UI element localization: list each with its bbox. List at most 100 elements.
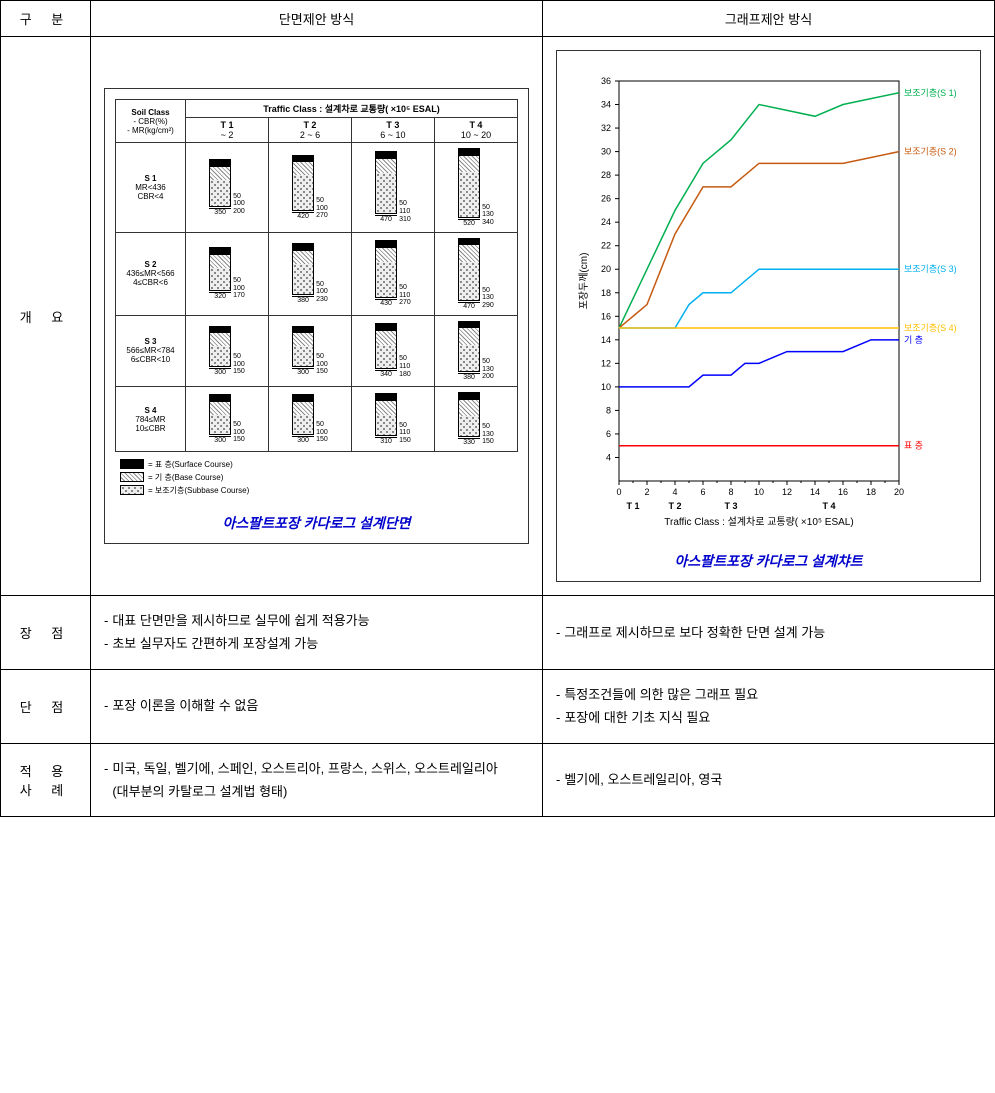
svg-text:T 2: T 2 [668, 501, 681, 511]
section-cell: 42050100270 [268, 143, 351, 233]
svg-text:34: 34 [600, 100, 610, 110]
svg-text:26: 26 [600, 194, 610, 204]
section-cell: 38050130200 [434, 315, 517, 386]
section-cell: 47050130290 [434, 232, 517, 315]
pros-m2: 그래프로 제시하므로 보다 정확한 단면 설계 가능 [543, 596, 995, 670]
series-label: 보조기층(S 4) [904, 323, 957, 333]
traffic-class-header: T 22 ~ 6 [268, 118, 351, 143]
bullet-item: 초보 실무자도 간편하게 포장설계 가능 [104, 632, 529, 655]
soil-class-cell: S 2436≤MR<5664≤CBR<6 [116, 232, 186, 315]
svg-text:14: 14 [600, 335, 610, 345]
cell-chart: 4681012141618202224262830323436024681012… [543, 37, 995, 596]
series-label: 표 층 [904, 441, 923, 451]
label-overview: 개 요 [1, 37, 91, 596]
section-cell: 30050100150 [186, 315, 269, 386]
svg-text:6: 6 [605, 429, 610, 439]
comparison-table: 구 분 단면제안 방식 그래프제안 방식 개 요 Soil Class- CBR… [0, 0, 995, 817]
bullet-item: 포장 이론을 이해할 수 없음 [104, 694, 529, 717]
svg-text:T 3: T 3 [724, 501, 737, 511]
bullet-item: 대표 단면만을 제시하므로 실무에 쉽게 적용가능 [104, 609, 529, 632]
section-cell: 43050110270 [351, 232, 434, 315]
cons-m2: 특정조건들에 의한 많은 그래프 필요포장에 대한 기초 지식 필요 [543, 669, 995, 743]
svg-text:T 4: T 4 [822, 501, 835, 511]
pros-m1: 대표 단면만을 제시하므로 실무에 쉽게 적용가능초보 실무자도 간편하게 포장… [91, 596, 543, 670]
cases-m2: 벨기에, 오스트레일리아, 영국 [543, 743, 995, 817]
chart-figure: 4681012141618202224262830323436024681012… [556, 50, 981, 582]
label-cons: 단 점 [1, 669, 91, 743]
svg-text:20: 20 [893, 487, 903, 497]
svg-text:18: 18 [865, 487, 875, 497]
svg-text:36: 36 [600, 76, 610, 86]
series-label: 보조기층(S 1) [904, 88, 957, 98]
svg-text:12: 12 [600, 358, 610, 368]
svg-text:16: 16 [837, 487, 847, 497]
soil-class-cell: S 1MR<436CBR<4 [116, 143, 186, 233]
svg-text:8: 8 [605, 405, 610, 415]
bullet-item: 벨기에, 오스트레일리아, 영국 [556, 768, 981, 791]
svg-text:10: 10 [600, 382, 610, 392]
section-cell: 52050130340 [434, 143, 517, 233]
legend-item: = 보조기층(Subbase Course) [120, 485, 513, 496]
soil-class-cell: S 4784≤MR10≤CBR [116, 387, 186, 452]
cell-section-diagram: Soil Class- CBR(%)- MR(kg/cm²) Traffic C… [91, 37, 543, 596]
traffic-class-header: T 36 ~ 10 [351, 118, 434, 143]
svg-text:10: 10 [753, 487, 763, 497]
svg-text:24: 24 [600, 217, 610, 227]
label-cases: 적 용사 례 [1, 743, 91, 817]
section-cell: 34050110180 [351, 315, 434, 386]
series-line [619, 340, 899, 387]
bullet-item: 그래프로 제시하므로 보다 정확한 단면 설계 가능 [556, 621, 981, 644]
section-cell: 31050110150 [351, 387, 434, 452]
traffic-class-header: T 1~ 2 [186, 118, 269, 143]
header-method2: 그래프제안 방식 [543, 1, 995, 37]
svg-text:8: 8 [728, 487, 733, 497]
svg-text:16: 16 [600, 311, 610, 321]
section-legend: = 표 층(Surface Course) = 기 층(Base Course) =… [115, 452, 518, 503]
section-cell: 33050130150 [434, 387, 517, 452]
section-cell: 30050100150 [268, 387, 351, 452]
section-title: 아스팔트포장 카다로그 설계단면 [115, 513, 518, 533]
cons-m1: 포장 이론을 이해할 수 없음 [91, 669, 543, 743]
svg-text:4: 4 [605, 452, 610, 462]
design-chart: 4681012141618202224262830323436024681012… [569, 61, 969, 541]
soil-header: Soil Class- CBR(%)- MR(kg/cm²) [116, 100, 186, 143]
svg-text:6: 6 [700, 487, 705, 497]
svg-text:2: 2 [644, 487, 649, 497]
svg-text:포장두께(cm): 포장두께(cm) [578, 253, 590, 310]
section-grid: Soil Class- CBR(%)- MR(kg/cm²) Traffic C… [115, 99, 518, 452]
svg-text:28: 28 [600, 170, 610, 180]
svg-text:T 1: T 1 [626, 501, 639, 511]
svg-text:22: 22 [600, 241, 610, 251]
section-cell: 38050100230 [268, 232, 351, 315]
svg-text:20: 20 [600, 264, 610, 274]
legend-item: = 기 층(Base Course) [120, 472, 513, 483]
section-figure: Soil Class- CBR(%)- MR(kg/cm²) Traffic C… [104, 88, 529, 544]
header-method1: 단면제안 방식 [91, 1, 543, 37]
section-cell: 35050100200 [186, 143, 269, 233]
traffic-header: Traffic Class : 설계차로 교통량( ×10⁵ ESAL) [186, 100, 518, 118]
soil-class-cell: S 3566≤MR<7846≤CBR<10 [116, 315, 186, 386]
bullet-item: 미국, 독일, 벨기에, 스페인, 오스트리아, 프랑스, 스위스, 오스트레일… [104, 757, 529, 804]
svg-text:4: 4 [672, 487, 677, 497]
svg-text:32: 32 [600, 123, 610, 133]
header-category: 구 분 [1, 1, 91, 37]
section-cell: 30050100150 [186, 387, 269, 452]
series-line [619, 93, 899, 328]
section-cell: 47050110310 [351, 143, 434, 233]
bullet-item: 특정조건들에 의한 많은 그래프 필요 [556, 683, 981, 706]
cases-m1: 미국, 독일, 벨기에, 스페인, 오스트리아, 프랑스, 스위스, 오스트레일… [91, 743, 543, 817]
series-label: 기 층 [904, 335, 923, 345]
label-pros: 장 점 [1, 596, 91, 670]
traffic-class-header: T 410 ~ 20 [434, 118, 517, 143]
series-line [619, 269, 899, 328]
series-label: 보조기층(S 3) [904, 264, 957, 274]
bullet-item: 포장에 대한 기초 지식 필요 [556, 706, 981, 729]
svg-text:Traffic Class : 설계차로 교통량( ×10⁵: Traffic Class : 설계차로 교통량( ×10⁵ ESAL) [664, 516, 853, 528]
svg-text:0: 0 [616, 487, 621, 497]
section-cell: 32050100170 [186, 232, 269, 315]
legend-item: = 표 층(Surface Course) [120, 459, 513, 470]
section-cell: 30050100150 [268, 315, 351, 386]
chart-title: 아스팔트포장 카다로그 설계챠트 [567, 551, 970, 571]
svg-text:30: 30 [600, 147, 610, 157]
svg-text:12: 12 [781, 487, 791, 497]
